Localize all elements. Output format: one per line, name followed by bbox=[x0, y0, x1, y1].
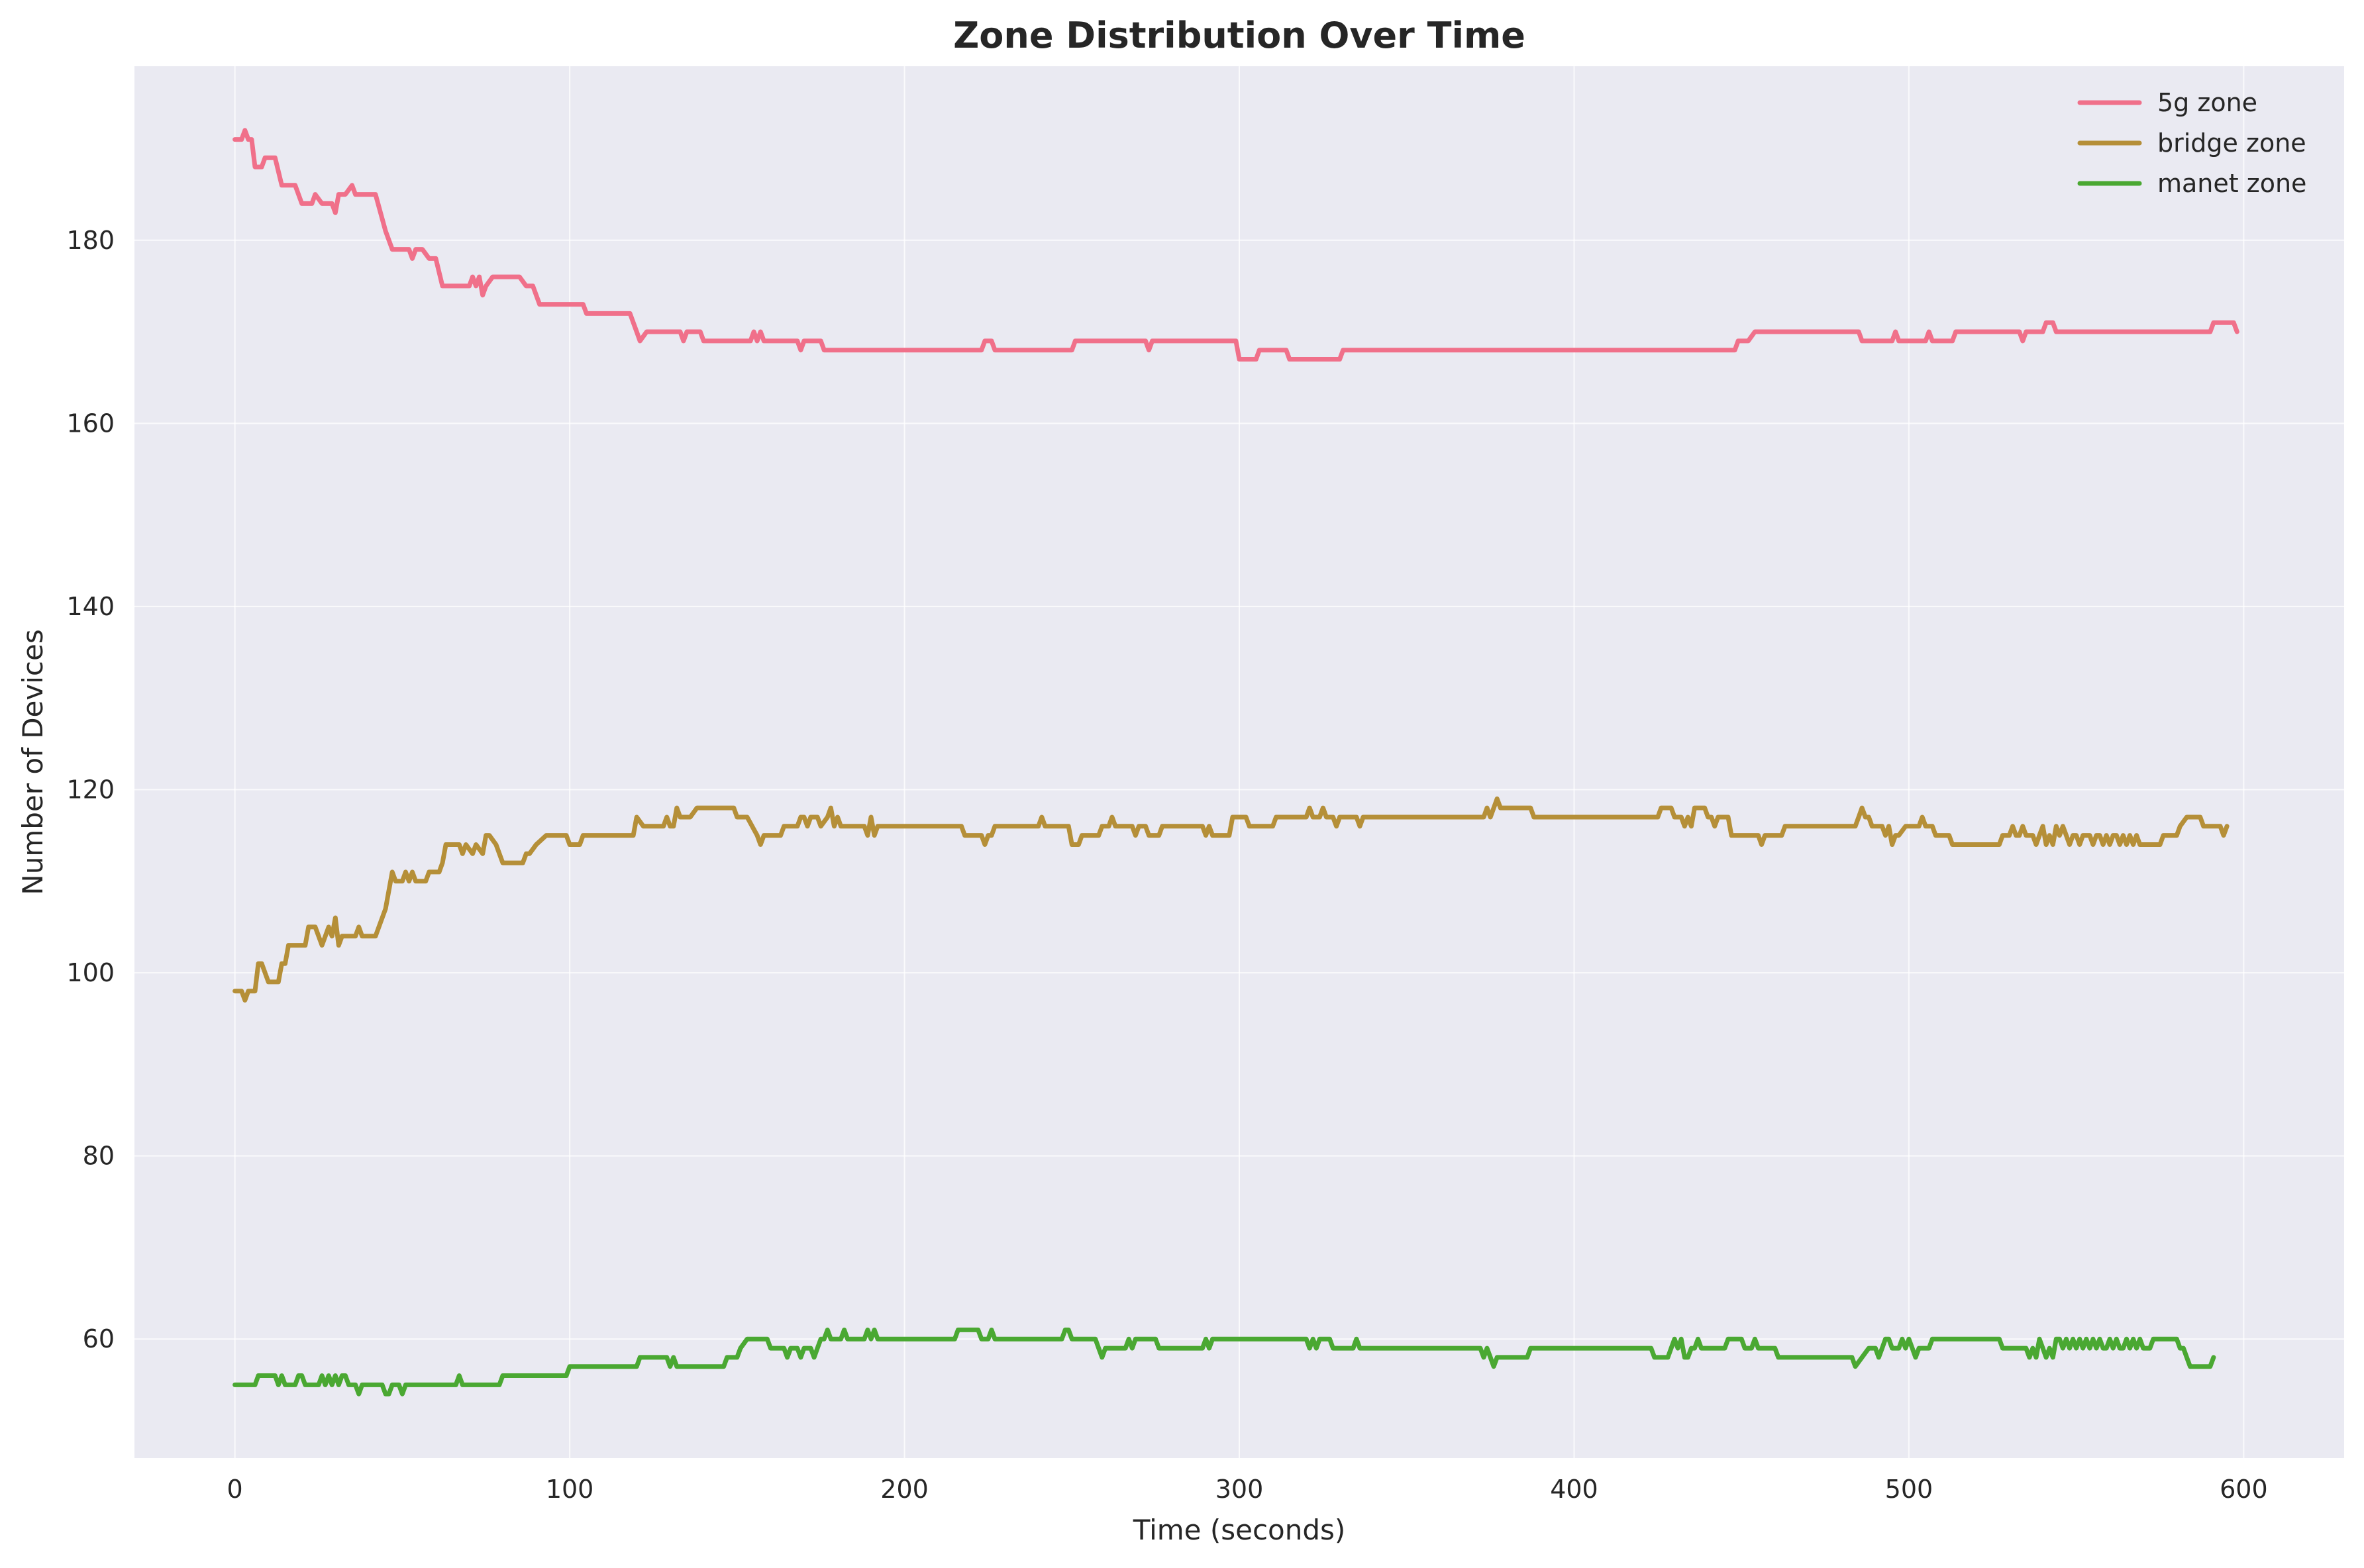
chart-title: Zone Distribution Over Time bbox=[953, 15, 1525, 56]
y-tick-label: 100 bbox=[66, 958, 115, 987]
x-tick-label: 100 bbox=[546, 1475, 594, 1504]
y-tick-label: 160 bbox=[66, 409, 115, 438]
legend: 5g zone bridge zone manet zone bbox=[2077, 88, 2306, 198]
x-tick-label: 600 bbox=[2220, 1475, 2268, 1504]
y-axis-label: Number of Devices bbox=[17, 629, 49, 895]
y-tick-label: 60 bbox=[83, 1324, 115, 1353]
x-tick-label: 400 bbox=[1550, 1475, 1598, 1504]
x-tick-label: 0 bbox=[227, 1475, 243, 1504]
series-line-manet-zone bbox=[232, 1327, 2216, 1396]
series-line-5g-zone bbox=[232, 128, 2239, 362]
legend-label: bridge zone bbox=[2157, 128, 2306, 158]
y-tick-label: 180 bbox=[66, 226, 115, 255]
x-tick-label: 500 bbox=[1885, 1475, 1933, 1504]
axis-ticks: 0 100 200 300 400 500 600 60 80 100 120 140 160 180 bbox=[66, 226, 2267, 1504]
x-axis-label: Time (seconds) bbox=[1133, 1514, 1346, 1546]
x-tick-label: 300 bbox=[1215, 1475, 1264, 1504]
series-lines bbox=[232, 128, 2239, 1396]
legend-label: 5g zone bbox=[2157, 88, 2257, 117]
y-tick-label: 140 bbox=[66, 592, 115, 621]
series-line-bridge-zone bbox=[232, 796, 2230, 1003]
legend-label: manet zone bbox=[2157, 169, 2306, 198]
y-tick-label: 80 bbox=[83, 1142, 115, 1171]
x-tick-label: 200 bbox=[880, 1475, 929, 1504]
y-tick-label: 120 bbox=[66, 775, 115, 804]
